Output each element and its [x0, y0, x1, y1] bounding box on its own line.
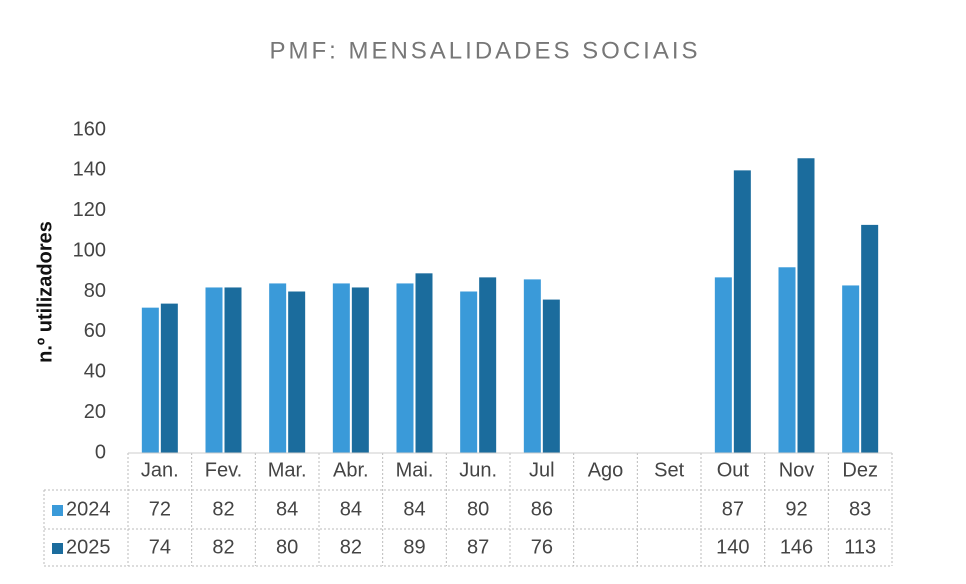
y-tick-label: 160	[73, 118, 106, 140]
table-value: 72	[149, 498, 171, 520]
x-tick-label: Mar.	[268, 459, 307, 481]
x-tick-label: Dez	[842, 459, 878, 481]
y-tick-label: 0	[95, 441, 106, 463]
bar	[460, 291, 478, 453]
x-tick-label: Jul	[529, 459, 555, 481]
bar	[141, 307, 159, 453]
table-value: 82	[212, 536, 234, 558]
table-value: 82	[340, 536, 362, 558]
table-value: 92	[785, 498, 807, 520]
bar	[778, 267, 796, 453]
legend-key	[52, 543, 63, 554]
table-value: 84	[403, 498, 425, 520]
bar	[797, 158, 815, 453]
table-value: 80	[276, 536, 298, 558]
bar	[542, 299, 560, 453]
y-tick-label: 80	[84, 280, 106, 302]
table-value: 83	[849, 498, 871, 520]
x-tick-label: Ago	[588, 459, 624, 481]
y-axis-label: n.º utilizadores	[34, 221, 56, 363]
table-value: 80	[467, 498, 489, 520]
bar	[842, 285, 860, 453]
table-value: 82	[212, 498, 234, 520]
bar	[160, 303, 178, 453]
y-tick-label: 40	[84, 361, 106, 383]
x-tick-label: Set	[654, 459, 684, 481]
x-tick-label: Out	[717, 459, 750, 481]
y-tick-label: 100	[73, 239, 106, 261]
x-tick-label: Fev.	[205, 459, 242, 481]
table-value: 86	[531, 498, 553, 520]
bar	[224, 287, 242, 453]
table-value: 84	[276, 498, 298, 520]
chart-title: PMF: MENSALIDADES SOCIAIS	[269, 37, 700, 64]
table-value: 146	[780, 536, 813, 558]
bar	[269, 283, 287, 453]
x-tick-label: Jan.	[141, 459, 179, 481]
y-tick-label: 20	[84, 401, 106, 423]
bar	[733, 170, 751, 453]
legend-label: 2024	[66, 498, 111, 520]
legend-key	[52, 505, 63, 516]
bar	[479, 277, 497, 453]
table-value: 76	[531, 536, 553, 558]
y-tick-label: 140	[73, 159, 106, 181]
table-value: 140	[716, 536, 749, 558]
bar	[415, 273, 433, 453]
x-tick-label: Mai.	[396, 459, 434, 481]
bar	[861, 224, 879, 453]
bar	[288, 291, 306, 453]
table-value: 87	[722, 498, 744, 520]
x-tick-label: Nov	[779, 459, 815, 481]
table-value: 113	[844, 536, 876, 558]
bar	[332, 283, 350, 453]
table-value: 89	[403, 536, 425, 558]
y-tick-label: 120	[73, 199, 106, 221]
legend-label: 2025	[66, 536, 111, 558]
table-value: 74	[149, 536, 171, 558]
bar	[523, 279, 541, 453]
bar	[396, 283, 414, 453]
x-tick-label: Abr.	[333, 459, 369, 481]
table-value: 87	[467, 536, 489, 558]
bar	[205, 287, 223, 453]
bar	[714, 277, 732, 453]
x-tick-label: Jun.	[459, 459, 497, 481]
bar	[351, 287, 369, 453]
y-tick-label: 60	[84, 320, 106, 342]
table-value: 84	[340, 498, 362, 520]
